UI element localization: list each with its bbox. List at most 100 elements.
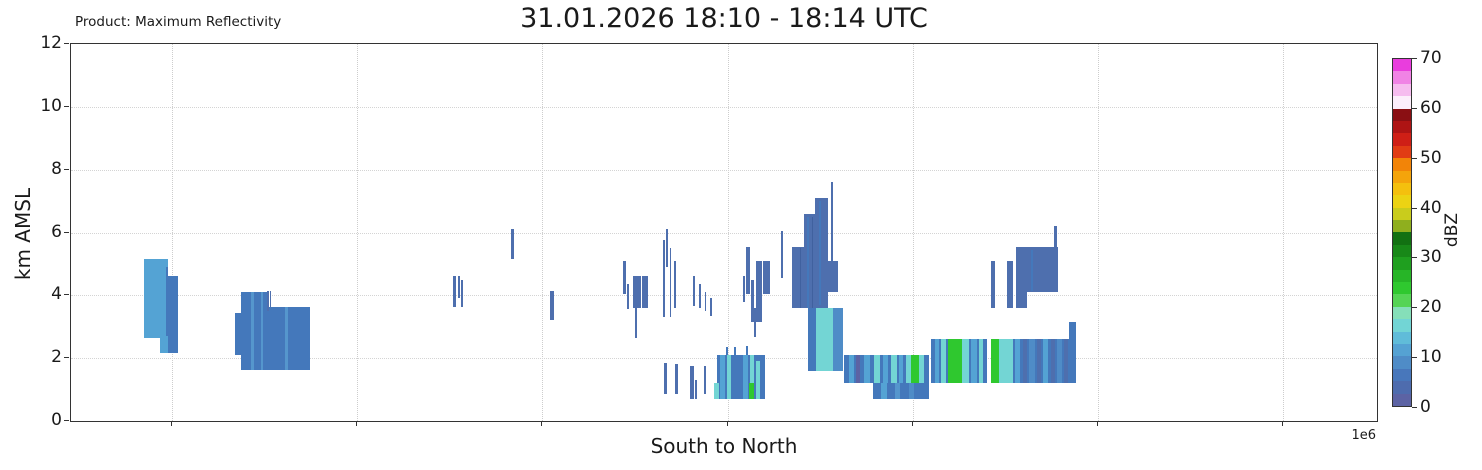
colorbar-segment <box>1393 343 1411 357</box>
colorbar-tick-mark <box>1412 257 1417 259</box>
plot-area <box>70 43 1378 422</box>
reflectivity-bar <box>269 307 310 371</box>
reflectivity-bar <box>754 307 756 338</box>
reflectivity-bar <box>807 216 809 308</box>
reflectivity-bar <box>674 260 676 308</box>
colorbar-tick-mark <box>1412 407 1417 408</box>
reflectivity-bar <box>1007 260 1013 308</box>
x-axis-offset-label: 1e6 <box>1351 428 1376 443</box>
gridline-horizontal <box>71 295 1377 297</box>
reflectivity-bar <box>1069 321 1076 384</box>
colorbar-segment <box>1393 195 1411 208</box>
colorbar-segment <box>1393 170 1411 183</box>
reflectivity-bar <box>756 260 762 322</box>
reflectivity-bar <box>883 355 888 384</box>
colorbar-tick-label: 70 <box>1420 48 1442 68</box>
colorbar-segment <box>1393 257 1411 270</box>
reflectivity-bar <box>1057 339 1062 384</box>
colorbar-segment <box>1393 368 1411 382</box>
reflectivity-bar <box>705 292 706 312</box>
reflectivity-bar <box>874 355 880 384</box>
reflectivity-bar <box>690 366 694 399</box>
x-tick-mark <box>727 421 728 426</box>
y-tick-mark <box>64 168 69 170</box>
reflectivity-bar <box>743 355 748 399</box>
colorbar-segment <box>1393 207 1411 221</box>
reflectivity-bar <box>743 276 745 302</box>
reflectivity-bar <box>919 355 924 384</box>
y-tick-mark <box>64 43 69 44</box>
reflectivity-bar <box>714 383 719 399</box>
reflectivity-bar <box>828 260 838 293</box>
reflectivity-bar <box>1043 339 1048 384</box>
reflectivity-bar <box>935 339 939 384</box>
reflectivity-bar <box>666 229 668 268</box>
y-tick-label: 10 <box>40 95 62 116</box>
reflectivity-bar <box>1054 226 1057 293</box>
reflectivity-bar <box>899 355 903 384</box>
y-tick-mark <box>64 231 69 233</box>
colorbar-tick-label: 50 <box>1420 147 1442 168</box>
reflectivity-bar <box>999 339 1013 384</box>
colorbar-tick-mark <box>1412 107 1417 109</box>
reflectivity-bar <box>864 355 870 384</box>
colorbar-tick-label: 0 <box>1420 397 1431 417</box>
reflectivity-bar <box>251 292 254 371</box>
reflectivity-bar <box>663 240 665 318</box>
colorbar-tick-mark <box>1412 307 1417 309</box>
reflectivity-bar <box>781 230 783 279</box>
gridline-horizontal <box>71 106 1377 108</box>
reflectivity-bar <box>710 298 712 316</box>
colorbar-segment <box>1393 356 1411 369</box>
reflectivity-bar <box>235 312 241 356</box>
y-tick-mark <box>64 105 69 107</box>
reflectivity-bar <box>550 290 554 321</box>
colorbar-segment <box>1393 232 1411 245</box>
reflectivity-bar <box>664 362 667 395</box>
colorbar-segment <box>1393 269 1411 283</box>
colorbar-tick-label: 40 <box>1420 197 1442 218</box>
colorbar-segment <box>1393 244 1411 258</box>
y-tick-label: 8 <box>51 158 62 179</box>
reflectivity-bar <box>749 383 754 399</box>
reflectivity-bar <box>763 260 770 294</box>
colorbar-segment <box>1393 220 1411 233</box>
colorbar-segment <box>1393 83 1411 97</box>
colorbar-tick-mark <box>1412 58 1417 59</box>
reflectivity-bar <box>816 307 833 371</box>
reflectivity-bar <box>1064 339 1068 384</box>
reflectivity-bar <box>241 292 269 371</box>
product-label: Product: Maximum Reflectivity <box>75 14 282 30</box>
colorbar-segment <box>1393 331 1411 344</box>
reflectivity-bar <box>461 279 463 308</box>
reflectivity-bar <box>873 383 929 399</box>
reflectivity-bar <box>642 276 648 308</box>
reflectivity-bar <box>166 267 168 337</box>
reflectivity-bar <box>962 339 969 384</box>
reflectivity-bar <box>891 355 897 384</box>
reflectivity-bar <box>285 307 288 371</box>
y-tick-label: 2 <box>51 347 62 368</box>
x-axis-label: South to North <box>650 434 798 458</box>
colorbar-tick-label: 10 <box>1420 347 1442 368</box>
y-tick-label: 12 <box>40 33 62 53</box>
colorbar <box>1392 58 1412 407</box>
reflectivity-bar <box>833 307 843 371</box>
reflectivity-bar <box>261 292 263 371</box>
colorbar-segment <box>1393 120 1411 134</box>
reflectivity-bar <box>1031 249 1033 291</box>
reflectivity-bar <box>812 216 813 308</box>
reflectivity-bar <box>911 355 919 384</box>
colorbar-segment <box>1393 158 1411 171</box>
y-tick-label: 6 <box>51 221 62 242</box>
reflectivity-bar <box>948 339 962 384</box>
reflectivity-bar <box>726 346 728 355</box>
reflectivity-bar <box>750 355 754 384</box>
reflectivity-bar <box>881 383 887 399</box>
colorbar-segment <box>1393 71 1411 84</box>
reflectivity-bar <box>458 276 460 299</box>
reflectivity-bar <box>693 276 695 307</box>
gridline-horizontal <box>71 169 1377 171</box>
reflectivity-bar <box>971 339 977 384</box>
reflectivity-bar <box>819 201 821 305</box>
